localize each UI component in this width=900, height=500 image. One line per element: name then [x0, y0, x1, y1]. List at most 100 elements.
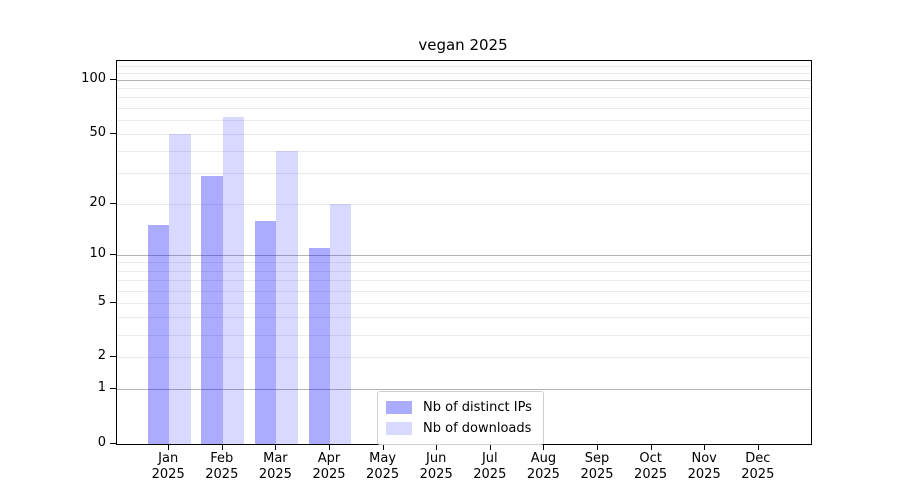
gridline-minor [117, 65, 811, 67]
y-axis-tick-label: 100 [81, 71, 106, 86]
legend: Nb of distinct IPs Nb of downloads [377, 391, 544, 445]
x-axis-tick-label: Dec 2025 [726, 451, 790, 483]
x-axis-tick-label: Feb 2025 [190, 451, 254, 483]
gridline-minor [117, 107, 811, 109]
legend-swatch-distinct-ips-icon [386, 401, 412, 414]
bar-nb-of-downloads [169, 133, 191, 444]
x-tick-mark [382, 444, 384, 450]
legend-item-distinct-ips: Nb of distinct IPs [386, 397, 535, 418]
bar-nb-of-distinct-ips [201, 175, 223, 444]
x-tick-mark [704, 444, 706, 450]
y-tick-mark [110, 388, 116, 390]
x-axis-tick-label-line: 2025 [151, 467, 185, 482]
x-tick-mark [221, 444, 223, 450]
x-axis-tick-label-line: 2025 [526, 467, 560, 482]
x-tick-mark [650, 444, 652, 450]
x-tick-mark [757, 444, 759, 450]
x-axis-tick-label: Jun 2025 [404, 451, 468, 483]
y-axis-tick-label: 10 [89, 245, 106, 261]
x-axis-tick-label: Nov 2025 [672, 451, 736, 483]
gridline-major [117, 254, 811, 256]
gridline-minor [117, 270, 811, 272]
x-tick-mark [275, 444, 277, 450]
x-axis-tick-label-line: May [369, 451, 397, 466]
legend-item-downloads: Nb of downloads [386, 418, 535, 439]
x-tick-mark [597, 444, 598, 450]
x-axis-tick-label-line: 2025 [580, 467, 614, 482]
x-axis-tick-label-line: 2025 [473, 467, 507, 482]
gridline-minor [117, 262, 811, 264]
x-axis-tick-label-line: Oct [639, 451, 662, 466]
x-axis-tick-label-line: Jul [481, 451, 498, 466]
x-axis-tick-label-line: Aug [530, 451, 557, 466]
gridline-major [117, 389, 811, 391]
y-axis-tick-label: 50 [89, 124, 106, 140]
x-axis-tick-label-line: 2025 [741, 467, 775, 482]
y-tick-mark [110, 253, 116, 255]
x-axis-tick-label-line: Nov [691, 451, 717, 466]
x-axis-tick-label-line: Mar [263, 451, 288, 466]
y-tick-mark [110, 79, 116, 80]
gridline-minor [117, 97, 811, 99]
gridline-minor [117, 151, 811, 153]
chart-title: vegan 2025 [418, 36, 508, 54]
gridline-minor [117, 334, 811, 336]
x-axis-tick-label-line: Jan [158, 451, 179, 466]
bar-nb-of-distinct-ips [308, 248, 330, 444]
gridline-minor [117, 173, 811, 175]
gridline-minor [117, 280, 811, 281]
gridline-minor [117, 357, 811, 359]
legend-swatch-downloads-icon [386, 422, 412, 435]
gridline-minor [117, 119, 811, 121]
y-axis-tick-label: 2 [97, 348, 106, 364]
x-axis-tick-label: Apr 2025 [297, 451, 361, 483]
x-axis-tick-label-line: 2025 [634, 467, 668, 482]
x-axis-tick-label-line: Dec [745, 451, 771, 466]
x-axis-tick-label: Oct 2025 [619, 451, 683, 483]
x-tick-mark [329, 444, 330, 450]
gridline-minor [117, 302, 811, 304]
bar-nb-of-downloads [222, 117, 245, 444]
x-axis-tick-label-line: Sep [584, 451, 610, 466]
x-tick-mark [436, 444, 438, 450]
x-axis-tick-label: Jul 2025 [458, 451, 522, 483]
y-axis-tick-label: 5 [97, 293, 106, 309]
y-tick-mark [110, 202, 116, 204]
gridline-major [117, 80, 811, 81]
gridline-minor [117, 88, 811, 90]
x-tick-mark [543, 444, 545, 450]
x-tick-mark [489, 444, 491, 450]
bar-nb-of-downloads [330, 203, 352, 444]
y-tick-mark [110, 132, 116, 134]
gridline-minor [117, 317, 811, 319]
legend-label-downloads: Nb of downloads [423, 421, 532, 436]
x-tick-mark [168, 444, 170, 450]
bar-nb-of-distinct-ips [255, 220, 277, 444]
x-axis-tick-label: Jan 2025 [136, 451, 200, 483]
y-tick-mark [110, 356, 116, 358]
gridline-minor [117, 203, 811, 205]
x-axis-tick-label-line: Feb [210, 451, 234, 466]
gridline-minor [117, 290, 811, 292]
bar-nb-of-distinct-ips [147, 225, 170, 444]
x-axis-tick-label-line: 2025 [419, 467, 453, 482]
x-axis-tick-label-line: 2025 [258, 467, 292, 482]
x-axis-tick-label: May 2025 [351, 451, 415, 483]
bar-nb-of-downloads [276, 151, 298, 444]
x-axis-tick-label-line: 2025 [366, 467, 400, 482]
y-axis-tick-label: 0 [97, 435, 106, 450]
x-axis-tick-label-line: Apr [317, 451, 341, 466]
y-axis-tick-label: 20 [89, 194, 106, 210]
x-axis-tick-label-line: Jun [426, 451, 447, 466]
plot-area: Nb of distinct IPs Nb of downloads [116, 60, 812, 445]
x-axis-tick-label: Mar 2025 [243, 451, 307, 483]
x-axis-tick-label-line: 2025 [687, 467, 721, 482]
y-axis-tick-label: 1 [97, 380, 106, 396]
x-axis-tick-label-line: 2025 [205, 467, 239, 482]
x-axis-tick-label: Sep 2025 [565, 451, 629, 483]
x-axis-tick-label-line: 2025 [312, 467, 346, 482]
gridline-minor [117, 133, 811, 135]
legend-label-distinct-ips: Nb of distinct IPs [423, 400, 532, 415]
gridline-minor [117, 72, 811, 74]
